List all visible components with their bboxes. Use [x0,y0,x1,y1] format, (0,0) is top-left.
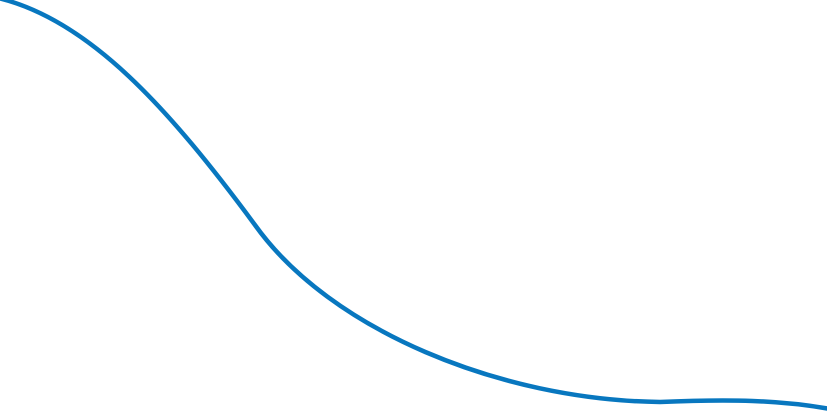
decorative-blue-curve [0,0,827,411]
decorative-curve-canvas [0,0,827,411]
